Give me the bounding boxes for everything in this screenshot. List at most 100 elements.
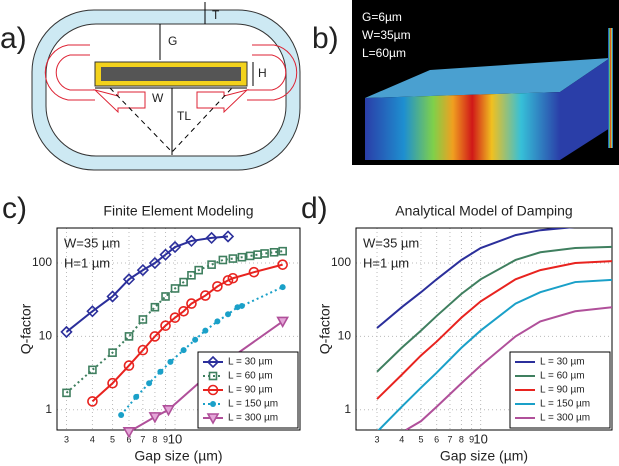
sim-text: L=60µm — [362, 46, 406, 60]
legend-label: L = 60 µm — [228, 371, 273, 382]
marker — [118, 411, 125, 418]
fea-image — [352, 0, 619, 165]
length-label: TL — [177, 109, 191, 123]
height-label: H — [258, 66, 267, 80]
marker — [194, 265, 203, 275]
panel-label: d) — [301, 192, 328, 225]
marker — [228, 254, 238, 263]
x-tick-label: 6 — [126, 434, 131, 444]
marker — [206, 413, 220, 425]
y-tick-label: 10 — [39, 329, 53, 343]
sim-text: W=35µm — [362, 28, 411, 42]
marker — [225, 311, 232, 318]
marker — [137, 344, 149, 356]
marker — [162, 404, 175, 417]
marker — [124, 332, 134, 341]
marker — [122, 273, 136, 286]
marker — [248, 266, 260, 278]
x-tick-label: 6 — [434, 434, 439, 444]
marker — [202, 327, 209, 334]
x-tick-label: 8 — [459, 434, 464, 444]
x-tick-label: 5 — [110, 434, 115, 444]
marker — [169, 312, 181, 323]
plot-frame — [56, 227, 301, 431]
series-line — [65, 235, 229, 333]
marker — [148, 256, 162, 270]
legend-label: L = 150 µm — [540, 399, 590, 410]
marker — [260, 249, 269, 258]
series-line — [376, 245, 612, 373]
gap-label: G — [168, 34, 177, 48]
marker — [138, 315, 148, 324]
marker — [277, 259, 288, 270]
marker — [168, 240, 182, 254]
annotation: W=35 µm — [363, 235, 419, 250]
legend-label: L = 30 µm — [228, 357, 273, 368]
marker — [87, 396, 98, 407]
legend-label: L = 300 µm — [540, 413, 590, 424]
beam-diagram — [31, 2, 301, 171]
marker — [187, 271, 196, 280]
series-line — [91, 263, 283, 403]
marker — [180, 347, 187, 354]
marker — [205, 231, 218, 245]
marker — [214, 318, 221, 325]
marker — [192, 336, 199, 343]
x-axis-label: Gap size (µm) — [134, 448, 222, 464]
marker — [136, 263, 150, 277]
thickness-label: T — [212, 8, 220, 22]
chart-title: Analytical Model of Damping — [395, 203, 572, 219]
legend-label: L = 90 µm — [540, 385, 585, 396]
x-tick-label: 3 — [375, 434, 380, 444]
plot-frame — [355, 227, 613, 431]
marker — [278, 246, 287, 256]
y-axis-label: Q-factor — [317, 303, 333, 354]
marker — [276, 316, 290, 329]
x-tick-label: 10 — [473, 431, 487, 446]
marker — [149, 331, 161, 342]
marker — [206, 355, 220, 369]
x-tick-label: 7 — [447, 434, 452, 444]
marker — [210, 401, 216, 407]
x-tick-label: 9 — [163, 434, 168, 444]
sim-text: G=6µm — [362, 10, 402, 24]
legend-label: L = 90 µm — [228, 385, 273, 396]
width-label: W — [152, 91, 164, 105]
marker — [150, 302, 160, 312]
marker — [269, 247, 279, 257]
marker — [106, 290, 119, 303]
marker — [133, 393, 140, 400]
marker — [179, 277, 188, 287]
marker — [186, 298, 197, 309]
x-tick-label: 7 — [140, 434, 145, 444]
marker — [146, 380, 153, 387]
series-line — [405, 306, 612, 430]
marker — [88, 365, 97, 375]
series-line — [376, 228, 575, 329]
marker — [159, 248, 172, 261]
y-axis-label: Q-factor — [18, 303, 34, 354]
marker — [222, 275, 234, 286]
x-tick-label: 5 — [418, 434, 423, 444]
annotation: W=35 µm — [64, 235, 120, 250]
marker — [212, 281, 223, 292]
marker — [208, 371, 218, 381]
marker — [161, 292, 170, 301]
marker — [86, 305, 99, 318]
legend-label: L = 60 µm — [540, 371, 585, 382]
x-tick-label: 4 — [90, 434, 95, 444]
marker — [108, 348, 117, 357]
x-tick-label: 4 — [399, 434, 404, 444]
chart-title: Finite Element Modeling — [103, 203, 253, 219]
panel-label: c) — [2, 192, 27, 225]
y-tick-label: 10 — [338, 329, 352, 343]
legend-label: L = 30 µm — [540, 357, 585, 368]
x-axis-label: Gap size (µm) — [440, 448, 528, 464]
y-tick-label: 100 — [32, 255, 52, 269]
marker — [178, 305, 189, 317]
y-tick-label: 1 — [45, 402, 52, 416]
marker — [167, 358, 174, 365]
marker — [185, 234, 198, 248]
marker — [207, 260, 216, 269]
